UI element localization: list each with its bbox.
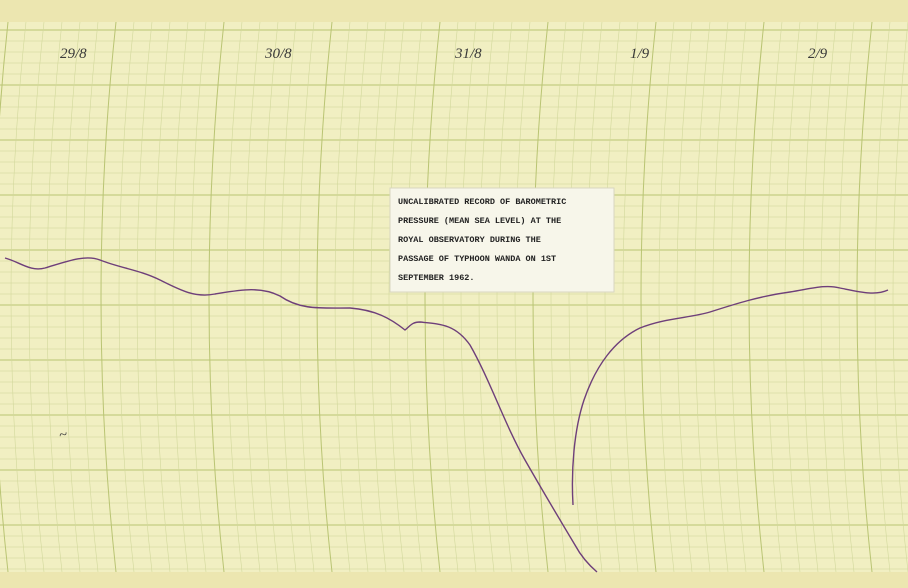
label-line: PRESSURE (MEAN SEA LEVEL) AT THE <box>398 216 561 226</box>
header-strip <box>0 0 908 22</box>
barogram: 29/8 30/8 31/8 1/9 2/9 UNCALIBRATED RECORD O… <box>0 0 908 588</box>
label-line: SEPTEMBER 1962. <box>398 273 475 283</box>
label-line: PASSAGE OF TYPHOON WANDA ON 1ST <box>398 254 556 264</box>
date-label: 2/9 <box>808 46 828 62</box>
date-label: 29/8 <box>60 46 87 62</box>
label-line: ROYAL OBSERVATORY DURING THE <box>398 235 541 245</box>
date-label: 1/9 <box>630 46 650 62</box>
label-line: UNCALIBRATED RECORD OF BAROMETRIC <box>398 197 566 207</box>
page: {"header": {"dates": ["29/8", "30/8", "3… <box>0 0 908 588</box>
footer-strip <box>0 572 908 588</box>
date-label: 30/8 <box>264 46 292 62</box>
date-label: 31/8 <box>454 46 482 62</box>
